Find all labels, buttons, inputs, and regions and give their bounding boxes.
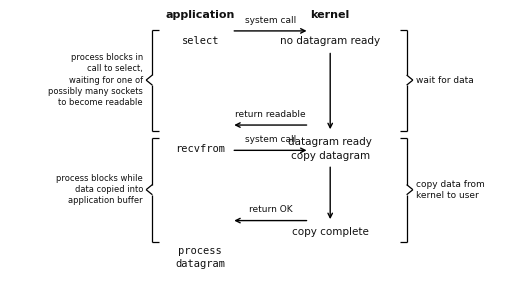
Text: return readable: return readable — [235, 110, 306, 119]
Text: process blocks in
call to select,
waiting for one of
possibly many sockets
to be: process blocks in call to select, waitin… — [48, 53, 143, 107]
Text: copy complete: copy complete — [292, 227, 369, 237]
Text: application: application — [165, 10, 235, 20]
Text: recvfrom: recvfrom — [175, 144, 225, 154]
Text: copy datagram: copy datagram — [291, 151, 370, 161]
Text: kernel: kernel — [310, 10, 350, 20]
Text: no datagram ready: no datagram ready — [280, 36, 380, 46]
Text: datagram ready: datagram ready — [288, 137, 372, 147]
Text: select: select — [181, 36, 219, 46]
Text: return OK: return OK — [249, 205, 292, 214]
Text: process blocks while
data copied into
application buffer: process blocks while data copied into ap… — [56, 174, 143, 205]
Text: process
datagram: process datagram — [175, 246, 225, 269]
Text: system call: system call — [245, 135, 296, 144]
Text: wait for data: wait for data — [416, 76, 474, 85]
Text: copy data from
kernel to user: copy data from kernel to user — [416, 180, 485, 200]
Text: system call: system call — [245, 16, 296, 25]
